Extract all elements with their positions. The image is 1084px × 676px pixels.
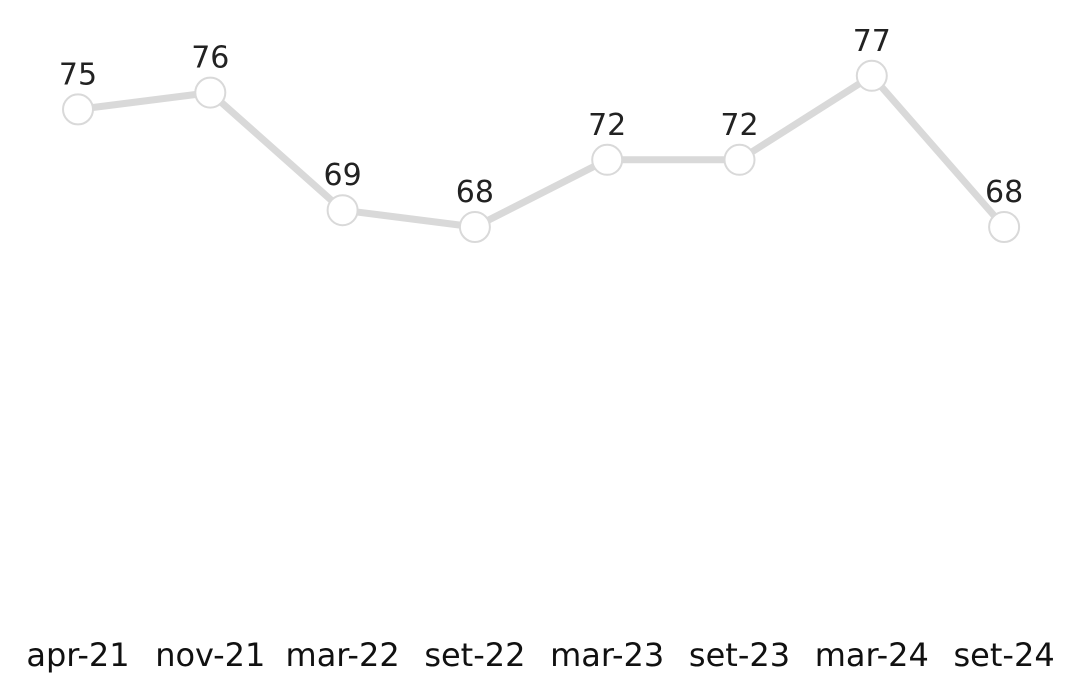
data-label: 68 (985, 175, 1023, 210)
x-tick-label: set-22 (424, 636, 525, 674)
data-point (855, 59, 888, 92)
x-tick-label: mar-22 (286, 636, 400, 674)
x-tick-label: mar-23 (550, 636, 664, 674)
x-tick-label: nov-21 (155, 636, 265, 674)
data-label: 76 (191, 41, 229, 76)
data-label-layer: 75 76 69 68 72 72 77 68 (59, 24, 1023, 210)
x-tick-label: set-23 (689, 636, 790, 674)
data-point (62, 93, 94, 126)
data-point-layer (62, 59, 1021, 243)
data-label: 75 (59, 57, 97, 92)
data-label: 72 (720, 108, 758, 143)
series-line-layer (74, 72, 1008, 231)
series-line (74, 72, 1008, 231)
data-label: 77 (853, 24, 891, 59)
data-point (723, 143, 756, 176)
data-point (194, 76, 227, 109)
data-point (458, 211, 491, 243)
x-tick-label: mar-24 (815, 636, 929, 674)
x-tick-label: set-24 (954, 636, 1055, 674)
data-label: 69 (324, 158, 362, 193)
data-point (326, 194, 359, 227)
data-label: 72 (588, 108, 626, 143)
x-axis-tick-layer: apr-21 nov-21 mar-22 set-22 mar-23 set-23 mar-… (26, 636, 1054, 674)
data-label: 68 (456, 175, 494, 210)
data-point (591, 143, 624, 176)
x-tick-label: apr-21 (26, 636, 129, 674)
data-point (988, 211, 1021, 243)
